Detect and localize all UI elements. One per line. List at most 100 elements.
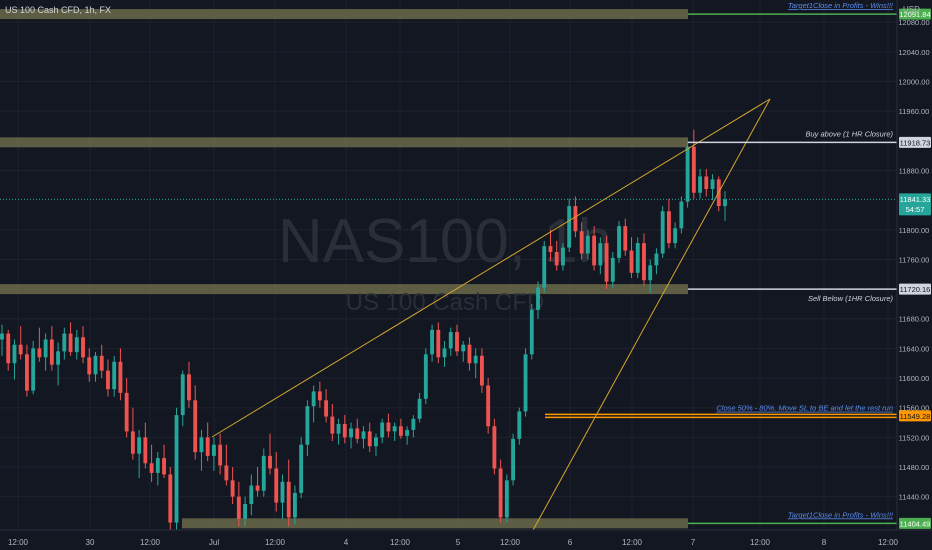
candle-body xyxy=(498,468,503,518)
price-label: 11549.28 xyxy=(899,410,931,422)
candle-body xyxy=(367,431,372,447)
price-tick-label: 11960.00 xyxy=(899,107,930,116)
time-tick-label: 4 xyxy=(344,538,349,547)
candle xyxy=(498,459,503,523)
time-tick-label: 12:00 xyxy=(265,538,286,547)
candle-body xyxy=(286,481,291,518)
candle-body xyxy=(0,333,4,340)
candle xyxy=(361,426,366,449)
candle-body xyxy=(585,235,590,254)
candle xyxy=(118,348,123,401)
candle-body xyxy=(180,374,185,416)
candle xyxy=(349,422,353,449)
wedge-lower-line xyxy=(531,98,771,533)
candle-body xyxy=(642,243,646,281)
candle xyxy=(523,348,528,417)
candle xyxy=(74,329,79,360)
candle xyxy=(199,429,204,471)
price-label-value: 11918.73 xyxy=(900,138,931,147)
candle xyxy=(336,418,341,445)
price-tick-label: 11640.00 xyxy=(899,344,930,353)
price-label-value: 11404.49 xyxy=(900,519,931,528)
candle xyxy=(274,452,279,512)
candle-body xyxy=(74,337,79,353)
candle-body xyxy=(710,179,715,190)
candle xyxy=(386,413,391,438)
candle-body xyxy=(666,211,671,244)
candle-body xyxy=(87,357,92,375)
candle-body xyxy=(37,348,42,358)
candle xyxy=(87,348,92,382)
candle-body xyxy=(205,437,210,456)
candle xyxy=(81,326,85,364)
candle xyxy=(224,444,229,486)
time-axis[interactable] xyxy=(0,530,932,550)
candle-body xyxy=(199,437,204,453)
candle-body xyxy=(398,426,403,436)
price-zone xyxy=(0,284,688,295)
candle-body xyxy=(68,333,73,353)
candle-body xyxy=(685,146,690,202)
candle-body xyxy=(380,422,385,438)
candle-body xyxy=(517,411,522,439)
candle xyxy=(517,407,522,445)
candle-body xyxy=(635,243,640,273)
candle-body xyxy=(598,243,603,266)
candle-body xyxy=(355,428,360,439)
time-tick-label: 12:00 xyxy=(878,538,899,547)
candle xyxy=(473,348,478,379)
candle-body xyxy=(536,287,540,310)
candle xyxy=(436,322,441,364)
candle-body xyxy=(561,247,565,266)
price-tick-label: 11600.00 xyxy=(899,374,930,383)
candle-body xyxy=(130,431,135,454)
price-label-value: 12091.84 xyxy=(899,10,930,19)
candle xyxy=(642,233,646,286)
candle xyxy=(18,326,23,360)
candle xyxy=(504,474,509,523)
candle-body xyxy=(492,426,497,469)
candle-body xyxy=(654,253,659,266)
candle xyxy=(268,433,272,475)
candle xyxy=(610,252,615,288)
candle-body xyxy=(473,355,478,364)
candle xyxy=(660,206,665,258)
price-axis[interactable] xyxy=(897,0,932,530)
candle-body xyxy=(230,480,235,497)
candle xyxy=(286,459,291,527)
candle-body xyxy=(461,344,466,352)
candle-body xyxy=(617,226,621,258)
candle-body xyxy=(118,361,123,393)
candle-body xyxy=(56,351,61,365)
candle xyxy=(598,237,603,275)
candle xyxy=(635,237,640,278)
candle-body xyxy=(274,468,279,503)
candle-body xyxy=(679,201,684,229)
price-label-value: 11720.16 xyxy=(900,285,931,294)
price-label-box xyxy=(899,410,931,422)
annotation-text: Close 50% - 80%. Move SL to BE and let t… xyxy=(716,404,893,413)
candle xyxy=(99,344,104,379)
candle-body xyxy=(6,333,11,364)
price-label: 11720.16 xyxy=(899,283,931,295)
price-label-value: 11549.28 xyxy=(900,412,931,421)
candle-body xyxy=(187,374,191,401)
candle-body xyxy=(610,257,615,282)
candle xyxy=(479,348,484,393)
candle xyxy=(43,333,48,371)
candle xyxy=(230,466,235,505)
candle-body xyxy=(405,429,410,436)
candle xyxy=(467,337,472,371)
annotation-text: Sell Below (1HR Closure) xyxy=(808,294,894,303)
candle xyxy=(330,403,335,442)
price-tick-label: 11800.00 xyxy=(899,226,930,235)
candle xyxy=(617,220,621,264)
candle xyxy=(31,340,36,395)
candle-body xyxy=(224,465,229,481)
candle xyxy=(62,327,67,360)
candle xyxy=(24,344,29,397)
candle-body xyxy=(548,246,553,253)
candle-body xyxy=(218,444,223,466)
candle-body xyxy=(336,424,341,434)
